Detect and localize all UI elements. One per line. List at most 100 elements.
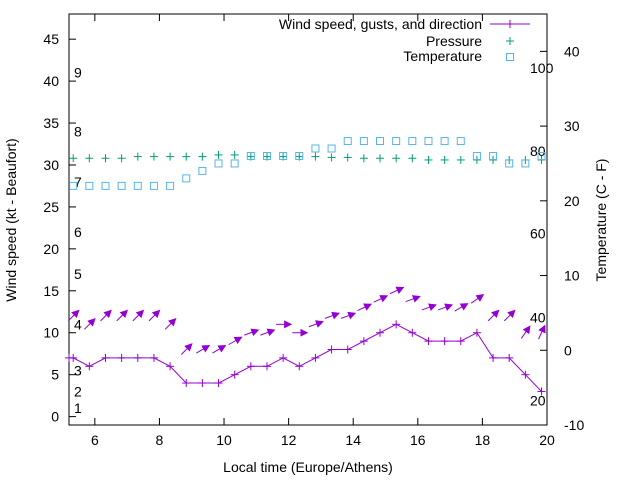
temperature-point [505, 159, 514, 168]
gust-direction-arrow [470, 294, 485, 304]
fahrenheit-label: 60 [530, 226, 546, 242]
beaufort-label: 5 [74, 266, 82, 282]
wind-speed-point [424, 337, 433, 346]
pressure-point [440, 155, 449, 164]
wind-speed-point [392, 320, 401, 329]
y-right-tick-label: 10 [564, 268, 580, 284]
beaufort-label: 4 [74, 316, 82, 332]
y-left-tick-label: 10 [43, 325, 59, 341]
pressure-point [359, 154, 368, 163]
temperature-point [246, 151, 255, 160]
temperature-point [230, 159, 239, 168]
gust-direction-arrow [132, 309, 145, 322]
wind-speed-point [343, 345, 352, 354]
beaufort-label: 3 [74, 362, 82, 378]
pressure-point [85, 154, 94, 163]
x-tick-label: 14 [345, 432, 361, 448]
wind-speed-point [472, 328, 481, 337]
gust-direction-arrow [180, 343, 193, 355]
pressure-point [166, 152, 175, 161]
temperature-point [198, 166, 207, 175]
wind-speed-point [376, 328, 385, 337]
y-left-tick-label: 5 [51, 367, 59, 383]
temperature-point [359, 137, 368, 146]
pressure-point [198, 152, 207, 161]
wind-speed-point [311, 353, 320, 362]
gust-direction-arrow [389, 286, 405, 295]
gust-direction-arrow [196, 345, 211, 354]
fahrenheit-label: 80 [530, 143, 546, 159]
wind-speed-point [214, 379, 223, 388]
wind-speed-point [149, 353, 158, 362]
temperature-point [214, 159, 223, 168]
legend: Wind speed, gusts, and direction Pressur… [279, 16, 530, 64]
gust-direction-arrow [437, 303, 454, 311]
wind-speed-point [262, 362, 271, 371]
pressure-point [392, 154, 401, 163]
beaufort-label: 8 [74, 123, 82, 139]
temperature-point [69, 181, 78, 190]
wind-speed-point [182, 379, 191, 388]
temperature-point [101, 181, 110, 190]
gust-direction-arrow [324, 311, 341, 320]
temperature-point [343, 137, 352, 146]
temperature-point [376, 137, 385, 146]
pressure-point [408, 154, 417, 163]
gust-direction-arrow [212, 345, 227, 354]
pressure-point [376, 154, 385, 163]
gust-direction-arrow [100, 309, 112, 322]
y-left-tick-label: 20 [43, 241, 59, 257]
wind-speed-point [279, 353, 288, 362]
y-right-tick-label: 40 [564, 43, 580, 59]
temperature-point [489, 151, 498, 160]
gust-direction-arrow [503, 309, 516, 322]
gust-direction-arrow [148, 309, 161, 322]
gust-direction-arrow [357, 303, 373, 311]
temperature-point [182, 174, 191, 183]
temperature-point [392, 137, 401, 146]
fahrenheit-label: 40 [530, 309, 546, 325]
temperature-point [424, 137, 433, 146]
temperature-point [440, 137, 449, 146]
wind-speed-point [85, 362, 94, 371]
gust-direction-arrow [487, 309, 500, 322]
y-right-tick-label: 30 [564, 118, 580, 134]
gust-direction-arrow [454, 303, 469, 312]
pressure-point [117, 154, 126, 163]
beaufort-label: 2 [74, 383, 82, 399]
gust-direction-arrow [84, 317, 96, 330]
temperature-point [279, 151, 288, 160]
x-tick-label: 10 [216, 432, 232, 448]
x-tick-label: 12 [281, 432, 297, 448]
wind-speed-point [117, 353, 126, 362]
pressure-point [311, 152, 320, 161]
y-right-tick-label: -10 [564, 417, 584, 433]
y-axis-left-label: Wind speed (kt - Beaufort) [3, 138, 19, 301]
pressure-point [69, 154, 78, 163]
pressure-point [343, 153, 352, 162]
temperature-point [295, 151, 304, 160]
y-left-tick-label: 25 [43, 199, 59, 215]
beaufort-label: 9 [74, 65, 82, 81]
beaufort-label: 7 [74, 174, 82, 190]
gust-direction-arrow [340, 311, 357, 320]
temperature-point [327, 144, 336, 153]
wind-speed-point [69, 353, 78, 362]
pressure-point [230, 150, 239, 159]
temperature-point [537, 151, 546, 160]
pressure-point [214, 150, 223, 159]
wind-speed-point [440, 337, 449, 346]
gust-direction-arrow [164, 317, 177, 330]
pressure-point [424, 155, 433, 164]
temperature-point [149, 181, 158, 190]
legend-label-pressure: Pressure [426, 33, 482, 49]
gust-direction-arrow [421, 303, 437, 311]
wind-speed-point [327, 345, 336, 354]
plot-frame [68, 13, 548, 426]
wind-speed-point [408, 328, 417, 337]
wind-speed-point [505, 353, 514, 362]
wind-speed-point [359, 337, 368, 346]
wind-speed-point [521, 370, 530, 379]
